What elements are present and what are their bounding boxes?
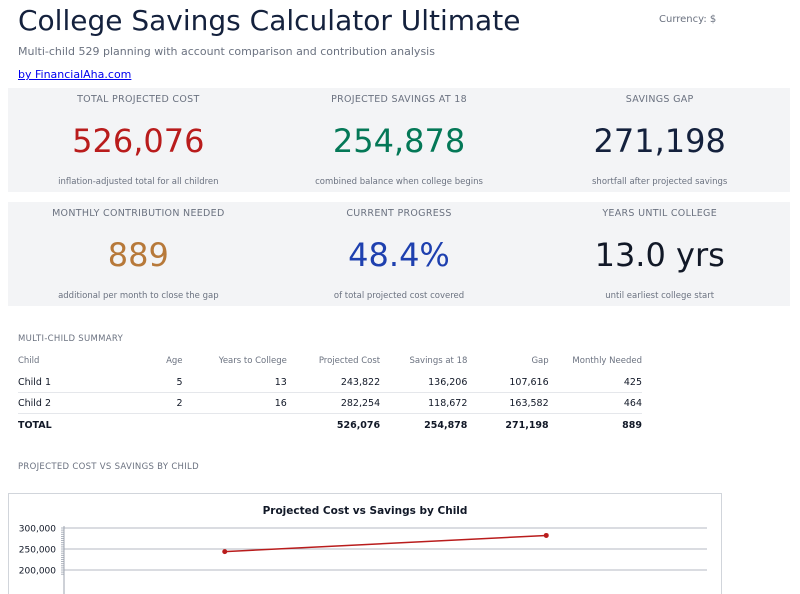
currency-label: Currency: $ <box>659 14 717 25</box>
data-point <box>222 549 228 555</box>
table-header-row: Child Age Years to College Projected Cos… <box>18 350 642 372</box>
chart-container: Projected Cost vs Savings by Child 300,00… <box>8 493 722 594</box>
stat-caption: additional per month to close the gap <box>58 291 219 301</box>
table-cell: 107,616 <box>467 372 549 393</box>
stat-monthly-contribution: MONTHLY CONTRIBUTION NEEDED 889 addition… <box>8 202 269 306</box>
table-row: Child 1 5 13 243,822 136,206 107,616 425 <box>18 372 642 393</box>
stat-label: TOTAL PROJECTED COST <box>77 94 200 105</box>
column-header: Age <box>166 356 183 366</box>
stat-label: CURRENT PROGRESS <box>346 208 452 219</box>
stat-current-progress: CURRENT PROGRESS 48.4% of total projecte… <box>269 202 530 306</box>
stat-caption: shortfall after projected savings <box>592 177 728 187</box>
financialaha-link[interactable]: by FinancialAha.com <box>18 68 132 81</box>
summary-table: Child Age Years to College Projected Cos… <box>18 350 642 436</box>
table-cell <box>126 414 182 437</box>
stat-caption: inflation-adjusted total for all childre… <box>58 177 219 187</box>
table-cell: 118,672 <box>380 392 468 414</box>
stat-label: MONTHLY CONTRIBUTION NEEDED <box>52 208 225 219</box>
column-header: Years to College <box>218 356 287 366</box>
stat-label: PROJECTED SAVINGS AT 18 <box>331 94 467 105</box>
stat-value: 13.0 yrs <box>594 236 725 274</box>
table-cell: 13 <box>182 372 287 393</box>
table-cell: 282,254 <box>286 392 381 414</box>
stat-years-until-college: YEARS UNTIL COLLEGE 13.0 yrs until earli… <box>529 202 790 306</box>
y-tick-label: 250,000 <box>19 546 56 556</box>
column-header: Monthly Needed <box>572 356 642 366</box>
line-chart: Projected Cost vs Savings by Child 300,00… <box>19 505 707 594</box>
stats-row-primary: TOTAL PROJECTED COST 526,076 inflation-a… <box>8 88 790 192</box>
page-subtitle: Multi-child 529 planning with account co… <box>18 45 435 58</box>
stat-caption: combined balance when college begins <box>315 177 483 187</box>
summary-section-label: MULTI-CHILD SUMMARY <box>18 334 124 344</box>
stat-label: YEARS UNTIL COLLEGE <box>602 208 718 219</box>
table-cell: 2 <box>126 392 183 414</box>
table-cell: 163,582 <box>467 392 549 414</box>
column-header: Projected Cost <box>318 356 381 366</box>
chart-section-label: PROJECTED COST VS SAVINGS BY CHILD <box>18 462 199 472</box>
page-title: College Savings Calculator Ultimate <box>18 4 521 37</box>
column-header: Child <box>18 356 40 366</box>
stat-value: 889 <box>107 236 169 274</box>
chart-title: Projected Cost vs Savings by Child <box>263 505 468 517</box>
table-cell: 243,822 <box>286 372 381 393</box>
table-cell: 254,878 <box>424 419 468 431</box>
stat-caption: of total projected cost covered <box>333 291 465 301</box>
table-cell: Child 2 <box>18 392 127 414</box>
table-cell: 5 <box>126 372 183 393</box>
stat-projected-savings: PROJECTED SAVINGS AT 18 254,878 combined… <box>269 88 530 192</box>
column-header: Savings at 18 <box>409 356 468 366</box>
table-cell: 425 <box>548 372 642 393</box>
stat-value: 526,076 <box>72 122 205 160</box>
series-line <box>224 534 547 553</box>
data-point <box>543 532 549 538</box>
table-cell: 464 <box>548 392 642 414</box>
header: College Savings Calculator Ultimate Curr… <box>18 0 782 86</box>
stat-label: SAVINGS GAP <box>625 94 694 105</box>
table-cell: 889 <box>622 419 642 431</box>
column-header: Gap <box>531 356 549 366</box>
table-cell: 136,206 <box>380 372 468 393</box>
table-cell: 16 <box>182 392 287 414</box>
table-cell <box>183 414 287 437</box>
stat-caption: until earliest college start <box>605 291 715 301</box>
table-row: Child 2 2 16 282,254 118,672 163,582 464 <box>18 392 642 414</box>
table-total-row: TOTAL 526,076 254,878 271,198 889 <box>18 414 642 437</box>
stat-value: 271,198 <box>593 122 726 160</box>
table-cell: TOTAL <box>18 419 52 431</box>
y-tick-label: 300,000 <box>19 525 56 535</box>
table-cell: Child 1 <box>18 372 127 393</box>
stats-row-secondary: MONTHLY CONTRIBUTION NEEDED 889 addition… <box>8 202 790 306</box>
stat-value: 48.4% <box>348 236 450 274</box>
stat-total-projected-cost: TOTAL PROJECTED COST 526,076 inflation-a… <box>8 88 269 192</box>
stat-savings-gap: SAVINGS GAP 271,198 shortfall after proj… <box>529 88 790 192</box>
y-tick-label: 200,000 <box>19 567 56 577</box>
table-cell: 526,076 <box>336 419 381 431</box>
stat-value: 254,878 <box>332 122 466 160</box>
table-cell: 271,198 <box>505 419 549 431</box>
